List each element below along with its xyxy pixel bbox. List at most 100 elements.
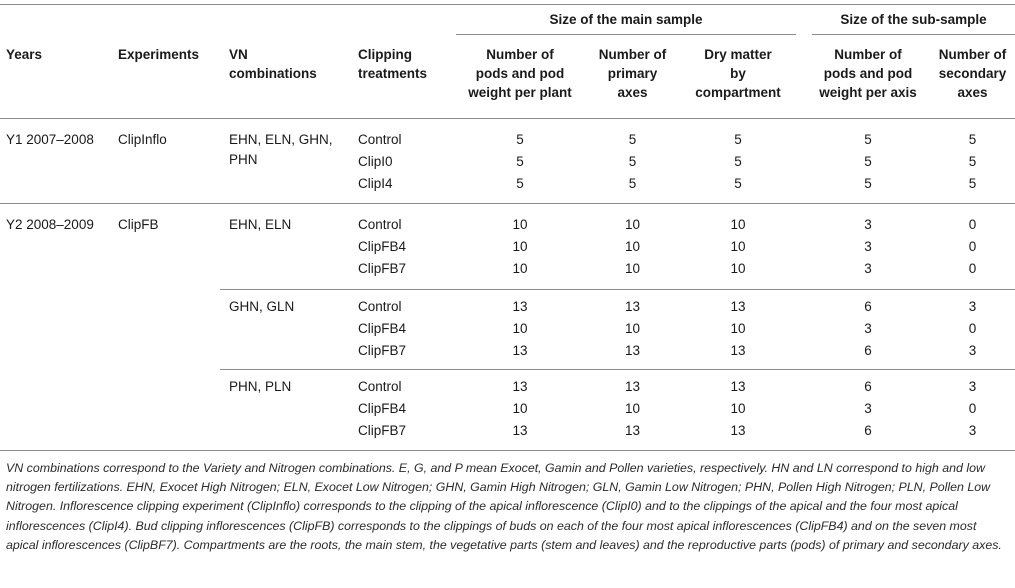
value-cell: 5 <box>734 132 742 147</box>
value-cell: 5 <box>516 154 524 169</box>
group-rule-1 <box>220 289 1015 290</box>
header-secondary-3: axes <box>957 85 988 100</box>
value-cell: 0 <box>968 217 977 232</box>
header-primary-2: primary <box>607 66 658 81</box>
value-cell: 13 <box>730 299 746 314</box>
value-cell: 5 <box>968 176 977 191</box>
value-cell: 13 <box>730 379 746 394</box>
year-label: Y1 2007–2008 <box>6 132 94 147</box>
value-cell: 3 <box>864 217 872 232</box>
treatment-cell: ClipFB7 <box>358 423 407 438</box>
header-secondary-2: secondary <box>938 66 1007 81</box>
treatment-cell: ClipI4 <box>358 176 393 191</box>
value-cell: 13 <box>624 343 641 358</box>
header-pods-sub-3: weight per axis <box>819 85 917 100</box>
value-cell: 13 <box>512 423 528 438</box>
value-cell: 6 <box>864 423 872 438</box>
treatment-cell: ClipI0 <box>358 154 393 169</box>
value-cell: 0 <box>968 321 977 336</box>
header-dry-3: compartment <box>695 85 781 100</box>
value-cell: 5 <box>968 132 977 147</box>
vn-label: GHN, GLN <box>229 299 295 314</box>
value-cell: 10 <box>512 261 528 276</box>
header-years: Years <box>6 47 43 62</box>
sub-sample-rule <box>812 34 1015 35</box>
value-cell: 10 <box>624 239 641 254</box>
header-pods-main-1: Number of <box>486 47 554 62</box>
vn-label: EHN, ELN <box>229 217 292 232</box>
value-cell: 3 <box>968 423 977 438</box>
header-rule <box>0 118 1015 119</box>
treatment-cell: ClipFB4 <box>358 239 407 254</box>
value-cell: 10 <box>624 261 641 276</box>
value-cell: 13 <box>624 379 641 394</box>
value-cell: 3 <box>968 299 977 314</box>
header-dry-1: Dry matter <box>704 47 772 62</box>
value-cell: 5 <box>734 154 742 169</box>
value-cell: 13 <box>512 343 528 358</box>
header-clipping-line1: Clipping <box>358 47 412 62</box>
value-cell: 3 <box>864 401 872 416</box>
top-rule <box>0 4 1015 5</box>
value-cell: 10 <box>512 321 528 336</box>
value-cell: 3 <box>968 379 977 394</box>
vn-label: PHN <box>229 152 258 167</box>
value-cell: 5 <box>734 176 742 191</box>
value-cell: 5 <box>516 132 524 147</box>
treatment-cell: Control <box>358 217 402 232</box>
treatment-cell: Control <box>358 132 402 147</box>
value-cell: 6 <box>864 379 872 394</box>
year-label: Y2 2008–2009 <box>6 217 94 232</box>
group-header-sub: Size of the sub-sample <box>840 12 987 27</box>
value-cell: 6 <box>864 299 872 314</box>
header-vn-line1: VN <box>229 47 248 62</box>
header-clipping-line2: treatments <box>358 66 428 81</box>
value-cell: 5 <box>628 176 637 191</box>
treatment-cell: Control <box>358 379 402 394</box>
value-cell: 0 <box>968 401 977 416</box>
experiment-label: ClipInflo <box>118 132 167 147</box>
value-cell: 3 <box>864 239 872 254</box>
value-cell: 5 <box>864 132 872 147</box>
value-cell: 0 <box>968 239 977 254</box>
value-cell: 13 <box>624 299 641 314</box>
header-pods-sub-2: pods and pod <box>823 66 913 81</box>
value-cell: 13 <box>624 423 641 438</box>
value-cell: 10 <box>512 239 528 254</box>
value-cell: 10 <box>512 217 528 232</box>
value-cell: 10 <box>730 239 746 254</box>
value-cell: 5 <box>516 176 524 191</box>
value-cell: 10 <box>730 261 746 276</box>
value-cell: 13 <box>512 379 528 394</box>
bottom-rule <box>0 450 1015 451</box>
header-dry-2: by <box>730 66 746 81</box>
value-cell: 5 <box>628 154 637 169</box>
header-pods-main-3: weight per plant <box>468 85 572 100</box>
value-cell: 10 <box>730 321 746 336</box>
value-cell: 10 <box>624 217 641 232</box>
vn-label: EHN, ELN, GHN, <box>229 132 333 147</box>
value-cell: 13 <box>730 423 746 438</box>
treatment-cell: ClipFB7 <box>358 261 407 276</box>
header-primary-1: Number of <box>598 47 667 62</box>
group-rule-2 <box>220 369 1015 370</box>
value-cell: 5 <box>628 132 637 147</box>
value-cell: 5 <box>968 154 977 169</box>
value-cell: 10 <box>730 217 746 232</box>
value-cell: 10 <box>512 401 528 416</box>
year-rule <box>0 203 1015 204</box>
header-pods-main-2: pods and pod <box>475 66 565 81</box>
table-footnote: VN combinations correspond to the Variet… <box>6 461 1002 552</box>
value-cell: 10 <box>624 401 641 416</box>
main-sample-rule <box>456 34 796 35</box>
value-cell: 6 <box>864 343 872 358</box>
value-cell: 5 <box>864 154 872 169</box>
vn-label: PHN, PLN <box>229 379 292 394</box>
header-vn-line2: combinations <box>229 66 317 81</box>
value-cell: 13 <box>512 299 528 314</box>
treatment-cell: ClipFB4 <box>358 321 407 336</box>
group-header-main: Size of the main sample <box>549 12 703 27</box>
value-cell: 5 <box>864 176 872 191</box>
treatment-cell: ClipFB4 <box>358 401 407 416</box>
